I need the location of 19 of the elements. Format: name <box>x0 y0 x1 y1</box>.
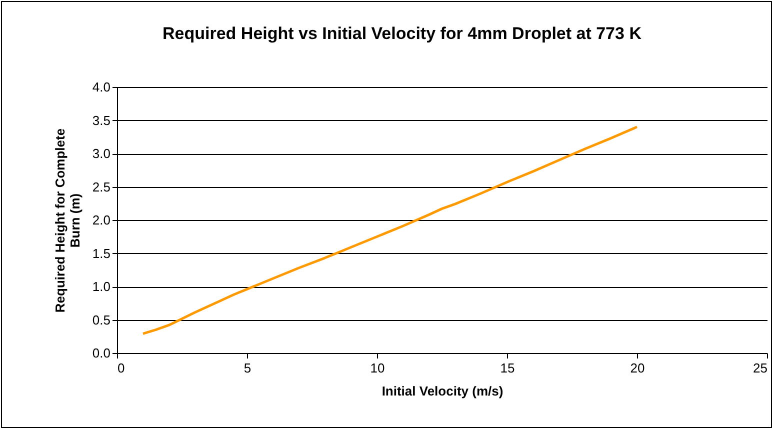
x-tick-label: 0 <box>118 360 125 376</box>
y-tick-label: 2.0 <box>92 212 110 228</box>
y-tick-label: 3.0 <box>92 146 110 161</box>
line-series <box>142 126 638 335</box>
chart-title: Required Height vs Initial Velocity for 4mm Droplet at 773 K <box>162 24 642 43</box>
x-tick-label: 5 <box>244 360 252 376</box>
y-tick-label: 1.5 <box>92 246 110 261</box>
x-tick-label: 10 <box>370 360 385 376</box>
y-axis-title: Required Height for Complete Burn (m) <box>52 128 82 313</box>
y-tick-label: 4.0 <box>92 80 110 94</box>
y-tick-label: 3.5 <box>92 112 110 128</box>
y-tick-label: 0.5 <box>92 312 110 328</box>
y-tick-label: 1.0 <box>92 279 110 294</box>
x-tick-label: 25 <box>753 360 768 376</box>
x-axis-title: Initial Velocity (m/s) <box>382 384 504 398</box>
y-tick-label: 2.5 <box>92 179 110 194</box>
y-tick-label: 0.0 <box>92 346 110 360</box>
x-tick-label: 20 <box>630 360 645 376</box>
x-tick-label: 15 <box>500 360 515 376</box>
